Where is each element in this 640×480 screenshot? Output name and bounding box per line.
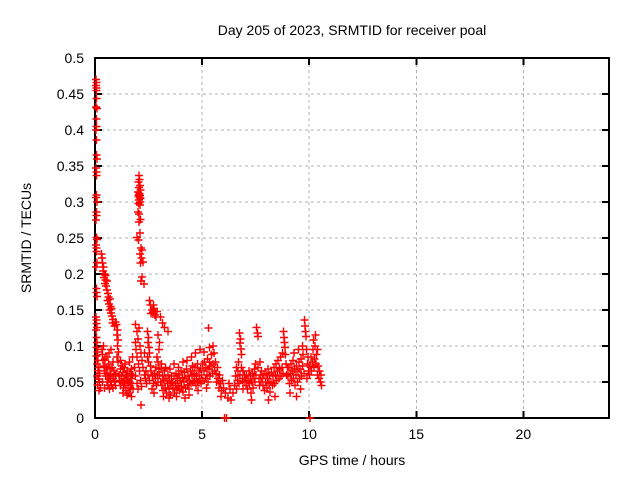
y-tick-label: 0.45 [56, 86, 84, 102]
y-tick-label: 0.25 [56, 230, 84, 246]
x-tick-label: 10 [301, 426, 317, 442]
x-tick-label: 20 [515, 426, 532, 442]
x-tick-label: 5 [198, 426, 206, 442]
y-tick-label: 0.3 [64, 194, 84, 210]
y-tick-label: 0.15 [56, 302, 84, 318]
y-tick-label: 0 [76, 410, 84, 426]
y-tick-label: 0.4 [64, 122, 84, 138]
y-tick-label: 0.5 [64, 50, 84, 66]
chart-title: Day 205 of 2023, SRMTID for receiver poa… [217, 22, 487, 38]
x-axis-title: GPS time / hours [298, 452, 406, 468]
x-tick-label: 15 [408, 426, 425, 442]
y-tick-label: 0.05 [56, 374, 84, 390]
y-tick-label: 0.1 [64, 338, 84, 354]
y-tick-label: 0.2 [64, 266, 84, 282]
y-tick-label: 0.35 [56, 158, 84, 174]
grid-lines [95, 58, 609, 418]
x-tick-label: 0 [91, 426, 99, 442]
data-points [92, 75, 326, 422]
